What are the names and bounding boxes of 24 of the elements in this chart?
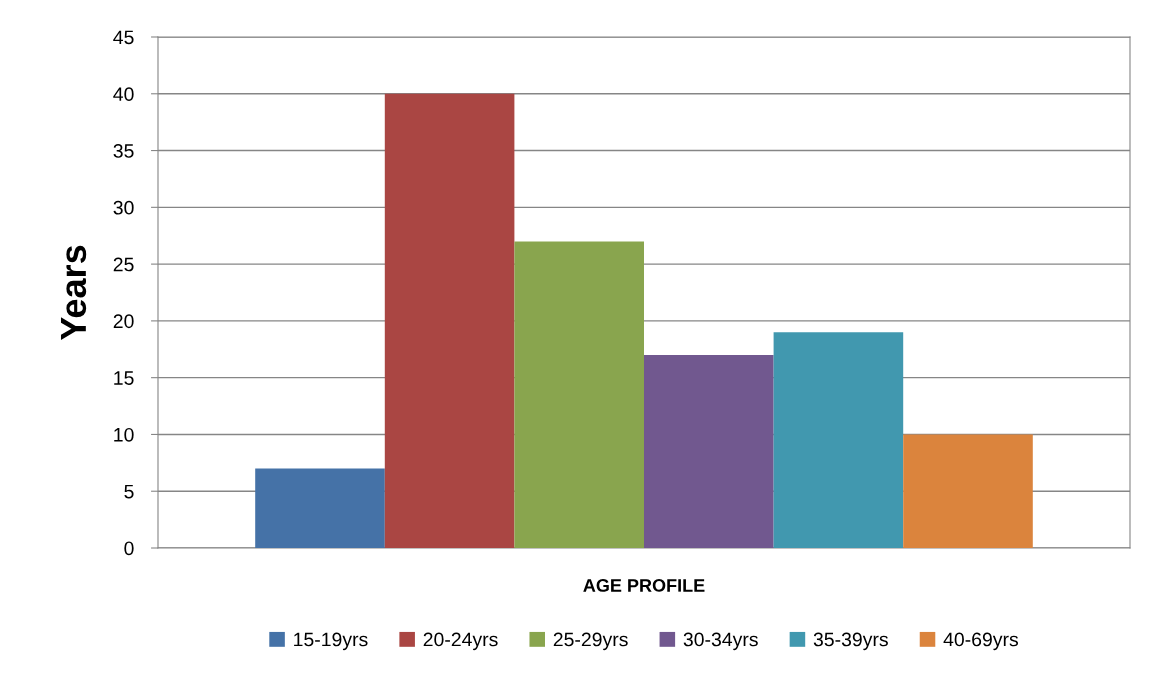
bar xyxy=(773,332,904,548)
bar xyxy=(384,93,515,548)
y-tick-label: 10 xyxy=(114,427,134,442)
legend-label: 15-19yrs xyxy=(294,632,368,651)
y-tick-label: 25 xyxy=(113,257,134,272)
x-tick-label: AGE PROFILE xyxy=(583,579,705,592)
bar xyxy=(644,354,774,548)
bar xyxy=(514,241,644,548)
legend-label: 25-29yrs xyxy=(553,632,628,651)
bar xyxy=(255,468,385,548)
y-tick-label: 5 xyxy=(124,484,134,499)
legend-label: 20-24yrs xyxy=(423,632,498,651)
y-tick-label: 30 xyxy=(113,200,134,215)
y-axis-title: Years xyxy=(60,245,87,341)
y-tick-label: 45 xyxy=(113,30,134,45)
y-tick-label: 35 xyxy=(113,144,134,158)
legend-label: 40-69yrs xyxy=(943,632,1019,651)
legend-label: 35-39yrs xyxy=(813,632,888,651)
y-tick-label: 15 xyxy=(114,371,134,385)
y-tick-label: 40 xyxy=(113,87,134,102)
y-tick-label: 20 xyxy=(113,314,134,329)
y-tick-label: 0 xyxy=(124,541,134,556)
bar xyxy=(903,434,1033,548)
legend-label: 30-34yrs xyxy=(683,632,758,651)
